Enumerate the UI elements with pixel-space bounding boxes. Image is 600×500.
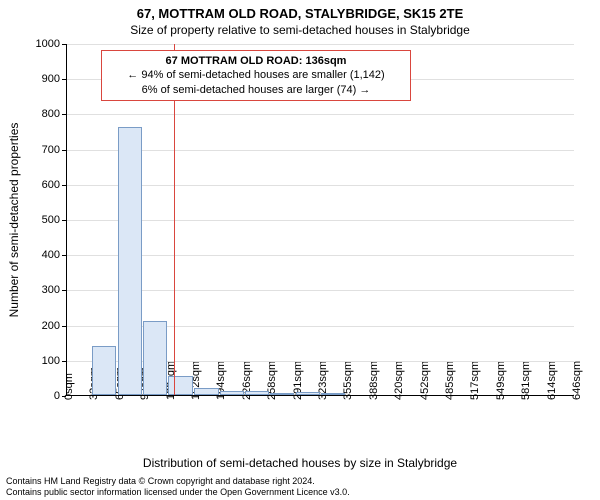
y-tick-label: 300 bbox=[42, 284, 66, 296]
x-axis-label: Distribution of semi-detached houses by … bbox=[0, 456, 600, 470]
y-tick-label: 200 bbox=[42, 320, 66, 332]
gridline-h bbox=[67, 255, 574, 256]
plot-frame: 67 MOTTRAM OLD ROAD: 136sqm← 94% of semi… bbox=[66, 44, 574, 396]
gridline-h bbox=[67, 114, 574, 115]
y-axis-label: Number of semi-detached properties bbox=[7, 123, 21, 318]
x-tick-label: 0sqm bbox=[63, 373, 75, 400]
gridline-h bbox=[67, 44, 574, 45]
y-tick-label: 900 bbox=[42, 73, 66, 85]
info-box: 67 MOTTRAM OLD ROAD: 136sqm← 94% of semi… bbox=[101, 50, 411, 101]
y-tick-label: 800 bbox=[42, 108, 66, 120]
histogram-bar bbox=[270, 393, 294, 395]
x-tick-label: 549sqm bbox=[495, 361, 507, 400]
gridline-h bbox=[67, 220, 574, 221]
histogram-bar bbox=[118, 127, 142, 395]
info-box-title: 67 MOTTRAM OLD ROAD: 136sqm bbox=[110, 54, 402, 68]
chart-plot-area: 67 MOTTRAM OLD ROAD: 136sqm← 94% of semi… bbox=[66, 44, 574, 396]
x-tick-label: 420sqm bbox=[393, 361, 405, 400]
x-tick-label: 388sqm bbox=[368, 361, 380, 400]
info-box-smaller: ← 94% of semi-detached houses are smalle… bbox=[110, 68, 402, 82]
info-box-larger: 6% of semi-detached houses are larger (7… bbox=[110, 83, 402, 97]
x-tick-label: 581sqm bbox=[520, 361, 532, 400]
histogram-bar bbox=[168, 376, 192, 395]
footer-attribution: Contains HM Land Registry data © Crown c… bbox=[6, 476, 594, 498]
y-tick-label: 100 bbox=[42, 355, 66, 367]
x-tick-label: 452sqm bbox=[419, 361, 431, 400]
y-tick-label: 500 bbox=[42, 214, 66, 226]
histogram-bar bbox=[321, 393, 345, 395]
histogram-bar bbox=[194, 388, 218, 395]
gridline-h bbox=[67, 150, 574, 151]
histogram-bar bbox=[92, 346, 116, 395]
chart-title-sub: Size of property relative to semi-detach… bbox=[0, 21, 600, 41]
x-tick-label: 517sqm bbox=[469, 361, 481, 400]
y-tick-label: 1000 bbox=[36, 38, 66, 50]
histogram-bar bbox=[296, 392, 320, 395]
x-tick-label: 614sqm bbox=[546, 361, 558, 400]
histogram-bar bbox=[220, 391, 244, 395]
x-tick-label: 646sqm bbox=[571, 361, 583, 400]
histogram-bar bbox=[143, 321, 167, 395]
gridline-h bbox=[67, 290, 574, 291]
chart-title-main: 67, MOTTRAM OLD ROAD, STALYBRIDGE, SK15 … bbox=[0, 0, 600, 21]
histogram-bar bbox=[245, 391, 269, 395]
gridline-h bbox=[67, 185, 574, 186]
y-tick-label: 600 bbox=[42, 179, 66, 191]
y-tick-label: 700 bbox=[42, 144, 66, 156]
footer-line1: Contains HM Land Registry data © Crown c… bbox=[6, 476, 594, 487]
footer-line2: Contains public sector information licen… bbox=[6, 487, 594, 498]
x-tick-label: 485sqm bbox=[444, 361, 456, 400]
y-tick-label: 400 bbox=[42, 249, 66, 261]
